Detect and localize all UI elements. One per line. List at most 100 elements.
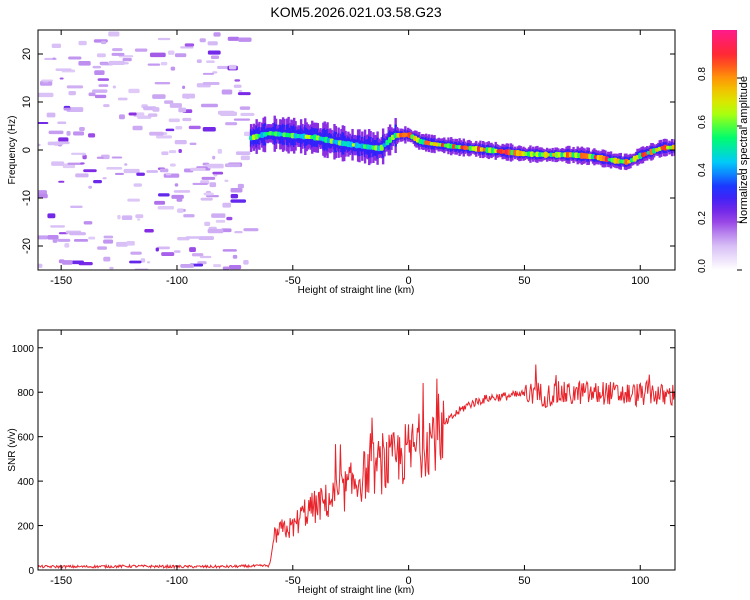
spectrogram-noise-cell: [180, 263, 194, 268]
spectrogram-noise-cell: [43, 81, 49, 84]
spectrogram-noise-cell: [123, 62, 129, 65]
spectrogram-noise-cell: [96, 156, 104, 159]
spectrogram-signal-cell: [543, 151, 548, 158]
spectrogram-signal-cell: [529, 151, 534, 157]
spectrogram-noise-cell: [109, 266, 114, 270]
spectrogram-noise-cell: [128, 88, 140, 94]
y-tick-label: 200: [17, 522, 34, 533]
snr-panel: -150 -100 -50 0 50 100 0 200 400 600 800 1000 Heig…: [7, 329, 676, 596]
y-tick-label: 400: [17, 477, 34, 488]
spectrogram-noise-cell: [217, 65, 231, 69]
spectrogram-noise-cell: [176, 198, 183, 202]
spectrogram-noise-cell: [224, 163, 241, 168]
spectrogram-noise-cell: [234, 230, 243, 234]
spectrogram-noise-cell: [59, 77, 64, 80]
spectrogram-noise-cell: [238, 89, 243, 93]
spectrogram-noise-cell: [228, 264, 242, 270]
spectrogram-noise-cell: [222, 202, 231, 208]
spectrogram-x-ticks: -150 -100 -50 0 50 100: [50, 30, 649, 287]
spectrogram-noise-cell: [199, 38, 206, 43]
spectrogram-noise-cell: [180, 46, 194, 49]
spectrogram-noise-cell: [204, 221, 211, 227]
spectrogram-noise-cell: [202, 81, 220, 85]
x-tick-label: -150: [50, 275, 72, 287]
spectrogram-noise-cell: [212, 71, 218, 74]
spectrogram-noise-cell: [154, 200, 166, 205]
spectrogram-noise-cell: [152, 107, 160, 112]
spectrogram-noise-cell: [38, 193, 48, 199]
spectrogram-noise-cell: [202, 127, 216, 132]
x-tick-label: -50: [285, 275, 301, 287]
spectrogram-noise-cell: [183, 214, 195, 218]
spectrogram-noise-cell: [123, 168, 140, 174]
spectrogram-noise-cell: [158, 193, 170, 197]
spectrogram-noise-cell: [185, 236, 201, 239]
spectrogram-noise-cell: [182, 85, 186, 90]
spectrogram-noise-cell: [88, 133, 96, 138]
spectrogram-noise-cell: [227, 36, 240, 41]
spectrogram-noise-cell: [146, 261, 151, 264]
spectrogram-noise-cell: [111, 156, 123, 159]
spectrogram-noise-cell: [230, 199, 247, 203]
spectrogram-noise-cell: [118, 114, 125, 120]
spectrogram-noise-cell: [103, 239, 114, 244]
spectrogram-noise-cell: [51, 161, 65, 166]
spectrogram-noise-cell: [75, 173, 89, 178]
x-tick-label: 50: [518, 275, 530, 287]
y-tick-label: 1000: [12, 344, 35, 355]
spectrogram-noise-cell: [58, 232, 69, 235]
spectrogram-noise-cell: [212, 171, 224, 175]
spectrogram-noise-cell: [147, 63, 161, 66]
spectrogram-noise-cell: [130, 251, 142, 255]
snr-x-ticks: -150 -100 -50 0 50 100: [50, 330, 649, 587]
spectrogram-noise-cell: [212, 155, 216, 160]
colorbar-gradient: [712, 30, 737, 270]
spectrogram-noise-cell: [132, 125, 143, 131]
spectrogram-y-axis-label: Frequency (Hz): [7, 116, 18, 185]
spectrogram-noise-cell: [159, 168, 169, 173]
spectrogram-noise-cell: [79, 127, 85, 132]
spectrogram-noise-cell: [122, 57, 132, 62]
spectrogram-noise-cell: [144, 228, 154, 233]
spectrogram-noise-cell: [147, 113, 158, 117]
spectrogram-noise-cell: [78, 40, 87, 46]
spectrogram-noise-cell: [157, 205, 175, 210]
spectrogram-noise-cell: [202, 72, 214, 75]
spectrogram-noise-cell: [51, 43, 62, 48]
spectrogram-noise-cell: [135, 214, 144, 219]
spectrogram-noise-cell: [38, 143, 41, 147]
spectrogram-noise-cell: [207, 41, 218, 46]
spectrogram-noise-cell: [243, 259, 249, 265]
spectrogram-noise-cell: [196, 59, 202, 63]
spectrogram-noise-cell: [58, 180, 65, 183]
spectrogram-noise-cell: [116, 241, 128, 247]
spectrogram-noise-cell: [191, 253, 204, 257]
spectrogram-noise-cell: [38, 92, 54, 98]
spectrogram-noise-cell: [127, 198, 140, 202]
spectrogram-noise-cell: [157, 246, 170, 250]
spectrogram-noise-cell: [164, 100, 174, 104]
spectrogram-noise-cell: [68, 90, 76, 96]
spectrogram-noise-cell: [221, 228, 232, 233]
spectrogram-noise-cell: [94, 70, 105, 75]
spectrogram-noise-cell: [146, 170, 159, 173]
spectrogram-noise-cell: [170, 66, 176, 71]
spectrogram-noise-cell: [161, 252, 175, 257]
spectrogram-noise-cell: [58, 137, 69, 142]
spectrogram-noise-cell: [155, 247, 159, 252]
spectrogram-noise-cell: [178, 107, 187, 113]
spectrogram-noise-cell: [174, 53, 187, 58]
snr-series-line: [38, 364, 675, 570]
spectrogram-noise-cell: [210, 55, 220, 59]
y-tick-label: 20: [21, 48, 33, 60]
spectrogram-noise-cell: [174, 140, 187, 145]
spectrogram-noise-cell: [175, 126, 183, 130]
spectrogram-noise-cell: [161, 151, 169, 156]
spectrogram-noise-cell: [203, 192, 214, 196]
spectrogram-noise-cell: [108, 31, 120, 37]
spectrogram-noise-cell: [108, 60, 125, 66]
spectrogram-noise-cell: [80, 162, 85, 165]
snr-frame: [37, 329, 676, 571]
spectrogram-noise-cell: [96, 53, 106, 58]
